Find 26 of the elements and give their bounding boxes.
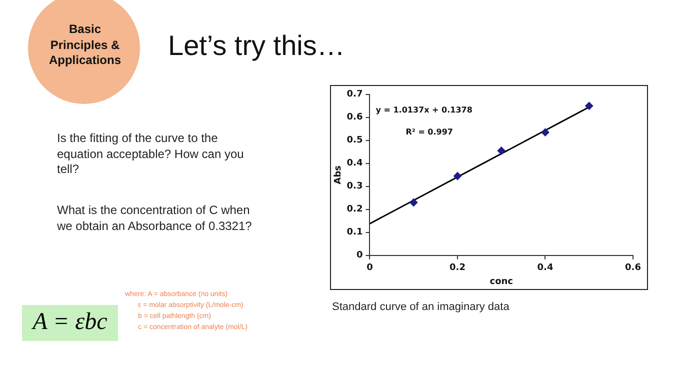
point [453, 172, 462, 180]
point [410, 198, 418, 206]
y-tick-label: 0.5 [346, 136, 363, 146]
text: Is the fitting of the curve to the equation acceptable? How can you tell? [57, 131, 245, 178]
chart-title: Let’s try this… [168, 30, 345, 62]
y-tick-label: 0 [356, 250, 363, 261]
x-axis-title: conc [490, 276, 514, 287]
annotation: y = 1.0137x + 0.1378 [376, 105, 473, 114]
y-tick-label: 0.4 [346, 158, 363, 169]
x-tick-label: 0.4 [537, 263, 554, 274]
point [585, 102, 594, 110]
y-tick-label: 0.1 [346, 228, 363, 238]
point [541, 128, 550, 136]
x-tick-label: 0.6 [625, 263, 641, 274]
text: Basic Principles & Applications [48, 22, 122, 69]
y-tick-label: 0.6 [346, 112, 363, 123]
y-tick-label: 0.3 [346, 182, 363, 192]
y-tick-label: 0.2 [346, 204, 363, 215]
annotation: R² = 0.997 [406, 127, 453, 136]
y-tick-label: 0.7 [346, 90, 363, 100]
point [497, 146, 506, 155]
y-axis-title: Abs [334, 166, 344, 184]
text: What is the concentration of C when we obtain an Absorbance of 0.3321? [57, 203, 253, 234]
x-tick-label: 0.2 [450, 263, 466, 274]
text: Standard curve of an imaginary data [332, 300, 510, 314]
x-tick-label: 0 [366, 263, 373, 274]
